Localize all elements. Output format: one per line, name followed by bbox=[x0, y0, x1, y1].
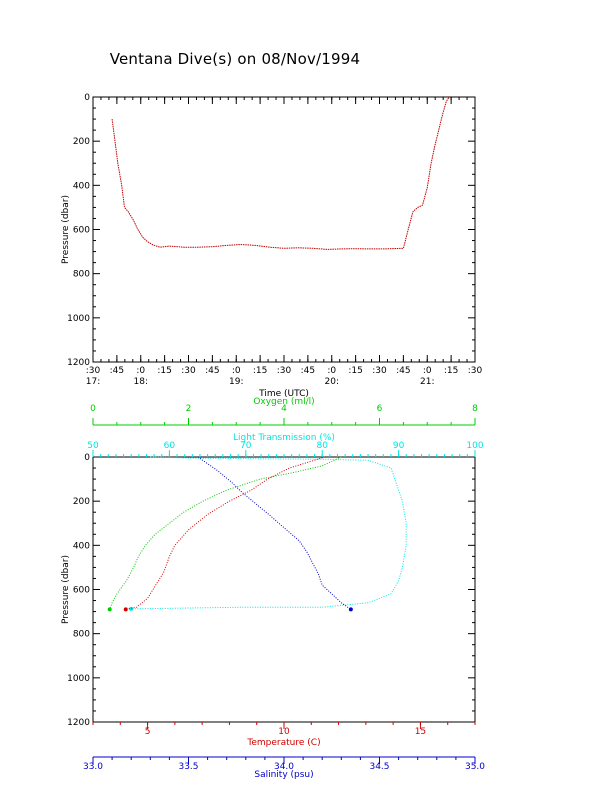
x-hour-label: 17: bbox=[86, 377, 100, 387]
profile-series bbox=[131, 456, 407, 610]
y-tick-label: 1200 bbox=[67, 718, 90, 728]
axis-tick-label: 33.5 bbox=[178, 762, 198, 772]
axis-tick-label: 0 bbox=[90, 404, 96, 414]
y-tick-label: 0 bbox=[84, 453, 90, 463]
x-hour-label: 21: bbox=[420, 377, 434, 387]
y-tick-label: 1000 bbox=[67, 314, 90, 324]
y-axis-title: Pressure (dbar) bbox=[61, 555, 71, 624]
axis-tick-label: 6 bbox=[377, 404, 383, 414]
x-tick-label: :15 bbox=[253, 366, 267, 376]
x-hour-label: 19: bbox=[229, 377, 243, 387]
chart-title: Ventana Dive(s) on 08/Nov/1994 bbox=[109, 50, 361, 68]
profile-end-point bbox=[129, 606, 134, 611]
axis-tick-label: 33.0 bbox=[83, 762, 103, 772]
x-tick-label: :30 bbox=[468, 366, 483, 376]
axis-tick-label: 8 bbox=[472, 404, 478, 414]
axis-tick-label: 34.5 bbox=[369, 762, 389, 772]
y-tick-label: 600 bbox=[73, 586, 90, 596]
axis-title: Temperature (C) bbox=[246, 738, 320, 748]
axis-tick-label: 50 bbox=[87, 441, 99, 451]
x-tick-label: :0 bbox=[232, 366, 241, 376]
axis-tick-label: 70 bbox=[240, 441, 252, 451]
plot-frame-top bbox=[92, 96, 476, 363]
axis-tick-label: 60 bbox=[164, 441, 176, 451]
profile-end-point bbox=[348, 607, 353, 612]
axis-tick-label: 35.0 bbox=[465, 762, 485, 772]
profile-end-point bbox=[123, 607, 128, 612]
x-tick-label: :45 bbox=[396, 366, 410, 376]
x-hour-label: 18: bbox=[134, 377, 148, 387]
axis-title: Light Transmission (%) bbox=[233, 433, 335, 443]
axis-tick-label: 10 bbox=[278, 727, 290, 737]
x-tick-label: :30 bbox=[181, 366, 196, 376]
y-tick-label: 400 bbox=[73, 541, 90, 551]
y-tick-label: 400 bbox=[73, 181, 90, 191]
pressure-series-line bbox=[111, 96, 450, 250]
x-tick-label: :45 bbox=[301, 366, 315, 376]
x-tick-label: :45 bbox=[110, 366, 124, 376]
y-tick-label: 1000 bbox=[67, 674, 90, 684]
profile-end-point bbox=[107, 607, 112, 612]
x-tick-label: :15 bbox=[157, 366, 171, 376]
axis-tick-label: 34.0 bbox=[274, 762, 294, 772]
axis-title: Oxygen (ml/l) bbox=[253, 397, 314, 407]
x-tick-label: :30 bbox=[277, 366, 292, 376]
axis-tick-label: 2 bbox=[186, 404, 192, 414]
x-tick-label: :15 bbox=[348, 366, 362, 376]
x-tick-label: :30 bbox=[86, 366, 101, 376]
profile-series bbox=[109, 456, 342, 610]
y-tick-label: 0 bbox=[84, 93, 90, 103]
x-tick-label: :0 bbox=[423, 366, 432, 376]
y-axis-title: Pressure (dbar) bbox=[61, 195, 71, 264]
axis-tick-label: 100 bbox=[466, 441, 483, 451]
axis-tick-label: 80 bbox=[316, 441, 328, 451]
axis-tick-label: 5 bbox=[145, 727, 151, 737]
y-tick-label: 800 bbox=[73, 270, 90, 280]
profile-series bbox=[197, 456, 352, 610]
profile-series bbox=[125, 456, 326, 610]
x-tick-label: :0 bbox=[136, 366, 145, 376]
axis-title: Salinity (psu) bbox=[254, 770, 313, 780]
y-tick-label: 600 bbox=[73, 226, 90, 236]
x-hour-label: 20: bbox=[325, 377, 339, 387]
x-tick-label: :0 bbox=[327, 366, 336, 376]
axis-tick-label: 90 bbox=[393, 441, 405, 451]
axis-tick-label: 4 bbox=[281, 404, 287, 414]
x-tick-label: :30 bbox=[372, 366, 387, 376]
x-tick-label: :45 bbox=[205, 366, 219, 376]
axis-tick-label: 15 bbox=[415, 727, 426, 737]
plot-frame-bottom bbox=[92, 456, 476, 723]
y-tick-label: 800 bbox=[73, 630, 90, 640]
y-tick-label: 200 bbox=[73, 497, 90, 507]
x-tick-label: :15 bbox=[444, 366, 458, 376]
y-tick-label: 200 bbox=[73, 137, 90, 147]
y-tick-label: 1200 bbox=[67, 358, 90, 368]
x-axis-title: Time (UTC) bbox=[258, 389, 309, 399]
